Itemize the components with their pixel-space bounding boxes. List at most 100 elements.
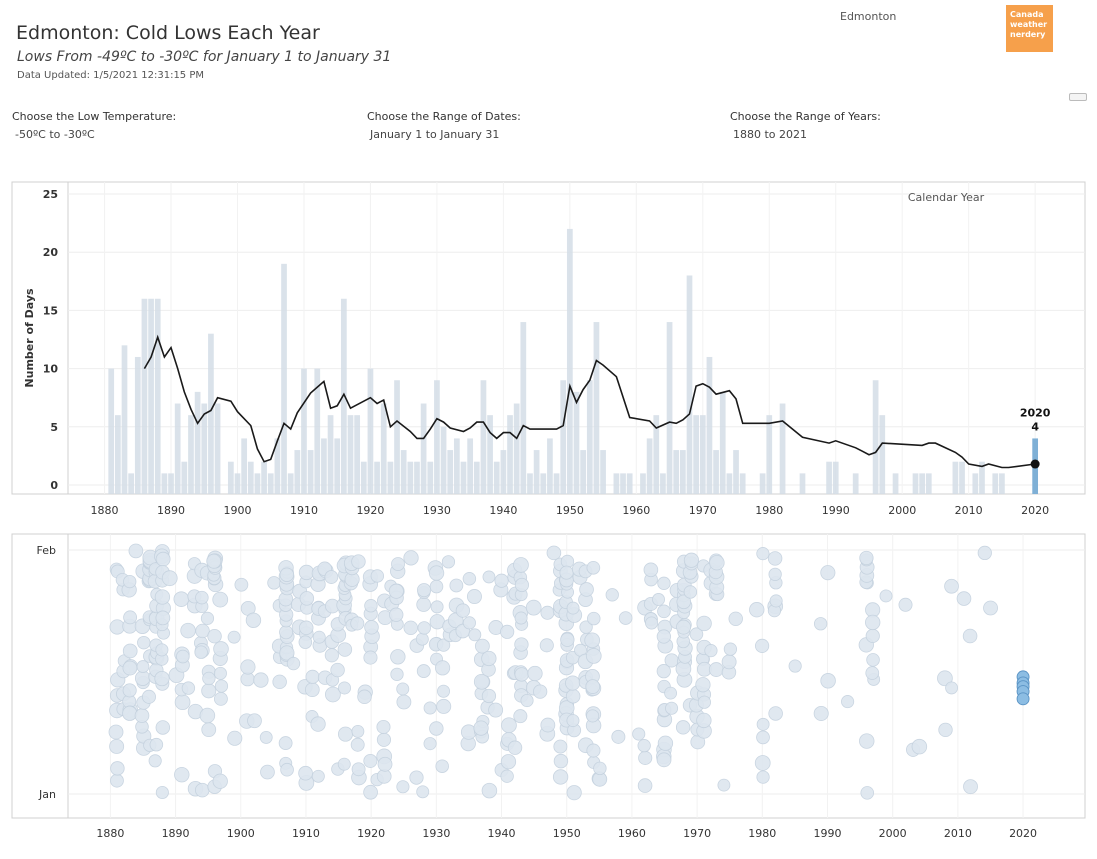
year-bar[interactable] [553,473,560,494]
cold-day-point[interactable] [553,739,568,754]
cold-day-point[interactable] [324,570,339,584]
cold-day-point[interactable] [768,706,783,721]
cold-day-point[interactable] [299,591,315,606]
cold-day-point[interactable] [664,653,679,668]
cold-day-point[interactable] [587,611,601,626]
cold-day-point[interactable] [234,577,249,592]
cold-day-point[interactable] [304,682,320,698]
cold-day-point[interactable] [859,550,874,566]
year-bar[interactable] [414,461,420,494]
cold-day-point[interactable] [310,716,326,732]
year-bar[interactable] [799,473,806,494]
cold-day-point[interactable] [136,660,150,673]
year-bar[interactable] [560,380,567,494]
cold-day-point[interactable] [173,591,190,607]
year-bar[interactable] [487,415,493,494]
year-bar[interactable] [334,438,341,494]
low-temperature-filter[interactable]: -50ºC to -30ºC [15,128,95,141]
year-bar[interactable] [699,415,706,494]
year-bar[interactable] [586,380,593,494]
cold-day-point[interactable] [865,614,881,631]
year-bar[interactable] [493,461,500,494]
cold-day-point[interactable] [721,654,737,670]
year-bar[interactable] [380,403,387,494]
cold-day-point[interactable] [657,735,674,751]
cold-day-point[interactable] [657,576,671,590]
cold-day-point[interactable] [214,679,229,693]
cold-day-point[interactable] [272,674,287,690]
year-bar[interactable] [340,298,347,494]
cold-day-point[interactable] [473,673,490,690]
cold-day-point[interactable] [137,635,151,650]
cold-day-point[interactable] [409,770,424,785]
cold-day-point[interactable] [756,717,770,731]
year-bar[interactable] [234,473,241,494]
year-bar[interactable] [261,461,267,494]
cold-day-point[interactable] [473,720,489,736]
cold-day-point[interactable] [280,762,294,777]
cold-day-point[interactable] [240,659,256,675]
cold-day-point[interactable] [656,752,672,768]
year-bar[interactable] [826,461,832,494]
cold-day-point[interactable] [911,738,928,755]
cold-day-point[interactable] [363,784,378,800]
cold-day-point[interactable] [481,650,497,667]
year-bar[interactable] [161,473,168,494]
cold-day-point[interactable] [396,682,410,696]
cold-day-point[interactable] [468,628,482,642]
cold-day-point[interactable] [350,737,365,752]
cold-day-point[interactable] [605,588,619,602]
cold-day-point[interactable] [956,591,972,606]
year-bar[interactable] [892,473,899,494]
cold-day-point[interactable] [213,666,227,680]
cold-day-point[interactable] [298,620,314,636]
year-bar[interactable] [959,461,965,494]
cold-day-point[interactable] [174,766,190,783]
year-bar[interactable] [766,415,773,494]
year-bar[interactable] [640,473,646,494]
year-bar[interactable] [128,473,135,494]
cold-day-point[interactable] [429,614,445,630]
cold-day-point[interactable] [416,664,431,679]
cold-day-point[interactable] [643,562,659,578]
cold-day-point[interactable] [376,719,391,734]
year-bar[interactable] [919,473,926,494]
year-bar[interactable] [500,450,507,494]
cold-day-point[interactable] [514,667,529,682]
cold-day-point[interactable] [286,656,301,671]
cold-day-point[interactable] [586,743,601,758]
cold-day-point[interactable] [312,630,326,644]
year-bar[interactable] [673,450,680,494]
cold-day-point[interactable] [860,786,875,800]
year-bar[interactable] [267,473,274,494]
cold-day-point[interactable] [110,773,124,788]
cold-day-point[interactable] [618,611,633,625]
cold-day-point[interactable] [977,545,992,561]
year-bar[interactable] [447,450,454,494]
cold-day-point[interactable] [429,579,444,594]
year-bar[interactable] [181,461,188,494]
cold-day-point[interactable] [482,570,496,584]
cold-day-point[interactable] [213,691,228,706]
year-bar[interactable] [533,450,540,494]
cold-day-point[interactable] [813,705,829,721]
year-bar[interactable] [394,380,400,494]
cold-day-point[interactable] [122,660,138,676]
cold-day-point[interactable] [945,681,959,695]
cold-day-point[interactable] [350,616,365,631]
cold-day-point[interactable] [200,611,215,625]
cold-day-point[interactable] [122,683,137,698]
year-bar[interactable] [420,403,427,494]
minimize-toggle[interactable] [1069,93,1087,101]
year-bar[interactable] [108,368,115,494]
year-bar[interactable] [679,450,686,494]
cold-day-point[interactable] [586,709,600,723]
cold-day-point[interactable] [155,551,171,567]
cold-day-point[interactable] [435,660,451,676]
cold-day-point[interactable] [525,599,542,616]
year-bar[interactable] [453,438,460,494]
cold-day-point[interactable] [195,623,210,639]
year-bar[interactable] [174,403,181,494]
cold-day-point[interactable] [298,564,315,581]
cold-day-point[interactable] [520,693,534,708]
